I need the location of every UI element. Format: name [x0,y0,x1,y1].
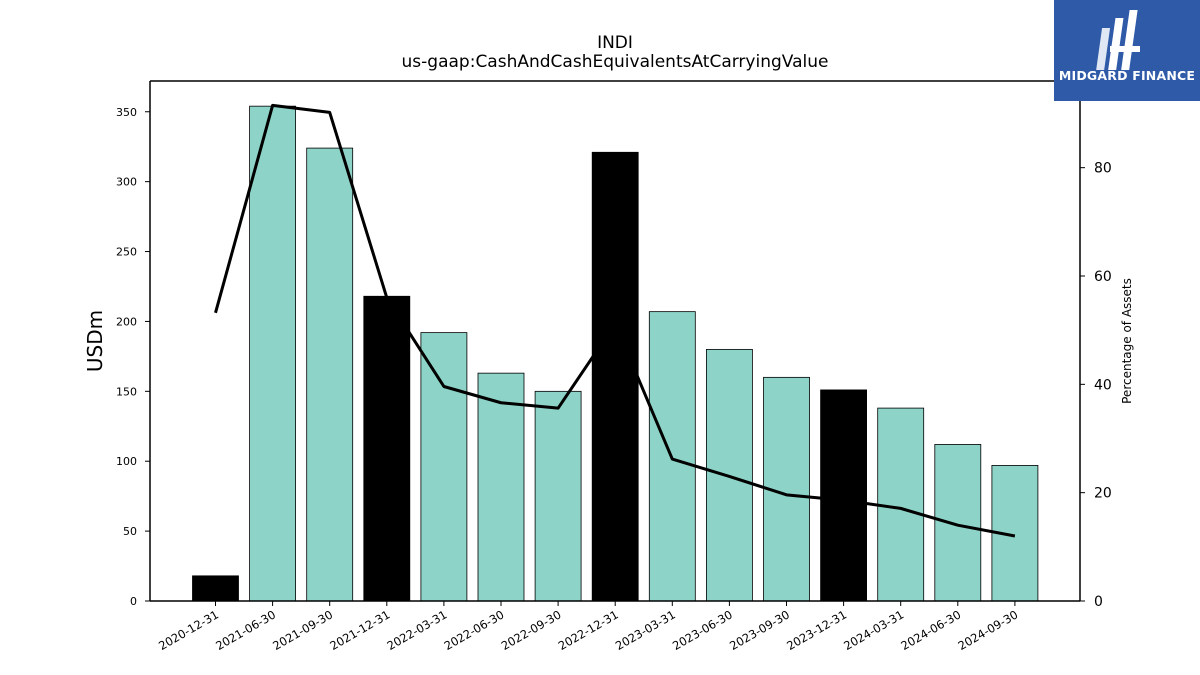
left-axis-ticks: 0 50 100 150 200 250 300 350 [116,106,150,608]
y-tick-label: 200 [116,315,137,328]
midgard-logo-icon [1096,10,1140,70]
x-tick-label: 2023-12-31 [784,607,849,653]
bar-2024-06-30 [934,444,982,602]
x-axis-ticks: 2020-12-312021-06-302021-09-302021-12-31… [156,601,1020,653]
bar-2021-06-30 [249,105,297,602]
y-tick-label: 250 [116,246,137,259]
x-tick-label: 2024-03-31 [841,607,906,653]
bar-group [192,105,1039,602]
x-tick-label: 2024-06-30 [898,607,963,653]
x-tick-label: 2023-03-31 [613,607,678,653]
right-axis-ticks: 0 20 40 60 80 [1080,161,1112,610]
x-tick-label: 2022-06-30 [442,607,507,653]
y-axis-label: USDm [83,310,107,372]
chart-subtitle: us-gaap:CashAndCashEquivalentsAtCarrying… [401,52,829,72]
bar-2023-12-31 [820,389,867,602]
x-tick-label: 2022-03-31 [385,607,450,653]
x-tick-label: 2020-12-31 [156,607,221,653]
x-tick-label: 2021-06-30 [213,607,278,653]
bar-2024-03-31 [877,407,925,602]
chart-title: INDI [597,33,633,53]
brand-logo: MIDGARD FINANCE [1054,0,1200,101]
bar-2022-09-30 [534,390,582,602]
bar-2022-03-31 [420,332,468,602]
x-tick-label: 2022-09-30 [499,607,564,653]
x-tick-label: 2021-09-30 [270,607,335,653]
y2-tick-label: 20 [1094,486,1112,502]
y2-tick-label: 0 [1094,594,1103,610]
x-tick-label: 2024-09-30 [956,607,1021,653]
bar-2022-12-31 [591,151,639,602]
y2-tick-label: 60 [1094,269,1112,285]
x-tick-label: 2022-12-31 [556,607,621,653]
bar-2022-06-30 [477,372,525,602]
x-tick-label: 2023-09-30 [727,607,792,653]
x-tick-label: 2023-06-30 [670,607,735,653]
y2-tick-label: 40 [1094,377,1112,393]
y-tick-label: 150 [116,385,137,398]
y-tick-label: 300 [116,176,137,189]
bar-2020-12-31 [192,575,239,602]
y-tick-label: 350 [116,106,137,119]
line-group [214,103,1016,538]
y2-tick-label: 80 [1094,161,1112,177]
bar-2021-09-30 [306,147,354,602]
x-tick-label: 2021-12-31 [327,607,392,653]
brand-name: MIDGARD FINANCE [1058,68,1196,83]
y-tick-label: 0 [130,595,137,608]
y-tick-label: 50 [123,525,137,538]
bar-2021-12-31 [363,295,411,602]
y2-axis-label: Percentage of Assets [1120,278,1134,404]
y-tick-label: 100 [116,455,137,468]
